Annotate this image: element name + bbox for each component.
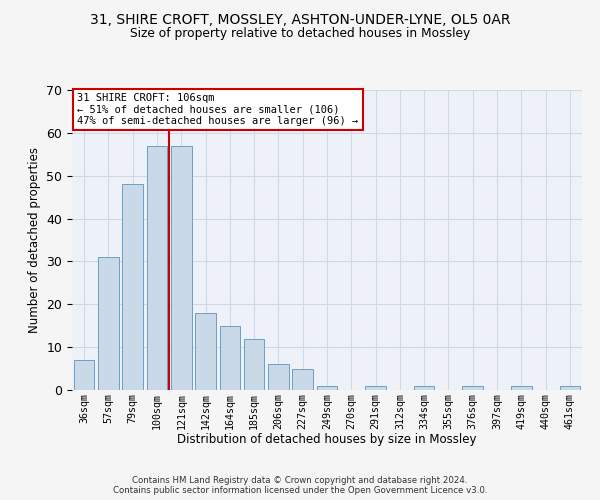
Bar [414,386,434,390]
Bar [220,326,240,390]
Text: Size of property relative to detached houses in Mossley: Size of property relative to detached ho… [130,28,470,40]
Bar [365,386,386,390]
Bar [511,386,532,390]
Bar [74,360,94,390]
Bar [463,386,483,390]
Bar [146,146,167,390]
Bar [560,386,580,390]
Bar [122,184,143,390]
Bar [244,338,265,390]
Bar [98,257,119,390]
Bar [171,146,191,390]
Y-axis label: Number of detached properties: Number of detached properties [28,147,41,333]
Bar [195,313,216,390]
Text: 31, SHIRE CROFT, MOSSLEY, ASHTON-UNDER-LYNE, OL5 0AR: 31, SHIRE CROFT, MOSSLEY, ASHTON-UNDER-L… [90,12,510,26]
Text: 31 SHIRE CROFT: 106sqm
← 51% of detached houses are smaller (106)
47% of semi-de: 31 SHIRE CROFT: 106sqm ← 51% of detached… [77,93,358,126]
Bar [317,386,337,390]
Text: Distribution of detached houses by size in Mossley: Distribution of detached houses by size … [177,432,477,446]
Text: Contains HM Land Registry data © Crown copyright and database right 2024.
Contai: Contains HM Land Registry data © Crown c… [113,476,487,495]
Bar [292,368,313,390]
Bar [268,364,289,390]
